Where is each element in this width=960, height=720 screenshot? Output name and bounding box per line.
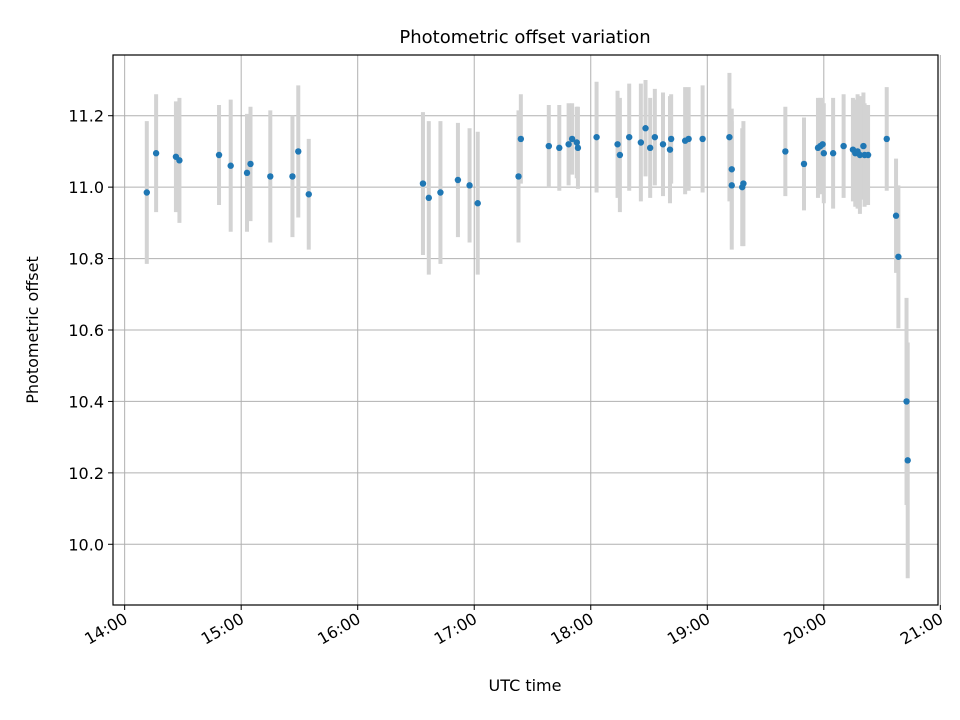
data-point [176, 157, 183, 164]
data-point [864, 151, 872, 159]
data-point [646, 144, 654, 152]
data-point [685, 135, 692, 143]
data-point [728, 166, 735, 173]
data-point [515, 173, 522, 180]
data-point [295, 148, 302, 155]
data-point [820, 150, 828, 157]
data-point [740, 180, 747, 187]
y-tick-label: 10.0 [68, 535, 104, 554]
data-point [782, 148, 789, 155]
data-point [545, 142, 553, 150]
data-point [267, 173, 274, 180]
data-point [454, 176, 462, 184]
data-point [565, 141, 572, 148]
data-point [215, 151, 223, 159]
data-point [726, 133, 733, 141]
data-points [143, 125, 911, 464]
y-tick-label: 10.4 [68, 392, 104, 411]
y-tick-label: 11.2 [68, 107, 104, 126]
data-point [626, 133, 633, 141]
data-point [642, 125, 649, 132]
data-point [860, 142, 867, 150]
data-point [305, 191, 312, 198]
data-point [227, 162, 234, 169]
y-tick-label: 10.6 [68, 321, 104, 340]
data-point [466, 182, 473, 189]
y-tick-label: 10.2 [68, 464, 104, 483]
data-point [819, 141, 826, 148]
data-point [895, 253, 902, 260]
data-point [474, 200, 481, 207]
y-tick-label: 11.0 [68, 178, 104, 197]
data-point [419, 180, 427, 187]
data-point [829, 150, 837, 157]
grid-lines [113, 55, 941, 605]
data-point [247, 160, 254, 168]
data-point [616, 151, 624, 159]
y-axis-label: Photometric offset [23, 256, 42, 404]
data-point [425, 194, 432, 202]
data-point [651, 133, 659, 141]
data-point [728, 182, 735, 189]
data-point [574, 144, 582, 152]
data-point [904, 457, 911, 464]
data-point [243, 169, 251, 177]
data-point [593, 133, 600, 141]
data-point [568, 135, 576, 143]
data-point [800, 160, 808, 168]
data-point [856, 151, 864, 159]
x-axis-label: UTC time [489, 676, 562, 695]
data-point [152, 150, 160, 157]
data-point [143, 189, 150, 196]
data-point [883, 135, 890, 143]
data-point [556, 144, 563, 152]
data-point [637, 139, 645, 146]
chart-title: Photometric offset variation [399, 27, 650, 48]
data-point [892, 212, 900, 219]
data-point [517, 135, 525, 143]
data-point [573, 139, 580, 146]
y-axis-ticks: 10.0 10.2 10.4 10.6 10.8 11.0 11.2 [68, 107, 113, 554]
data-point [614, 141, 621, 148]
data-point [699, 135, 706, 143]
data-point [437, 189, 444, 196]
data-point [666, 146, 674, 153]
y-tick-label: 10.8 [68, 250, 104, 269]
data-point [840, 142, 847, 150]
data-point [903, 398, 910, 405]
data-point [659, 141, 667, 148]
data-point [667, 135, 675, 143]
data-point [289, 173, 296, 180]
